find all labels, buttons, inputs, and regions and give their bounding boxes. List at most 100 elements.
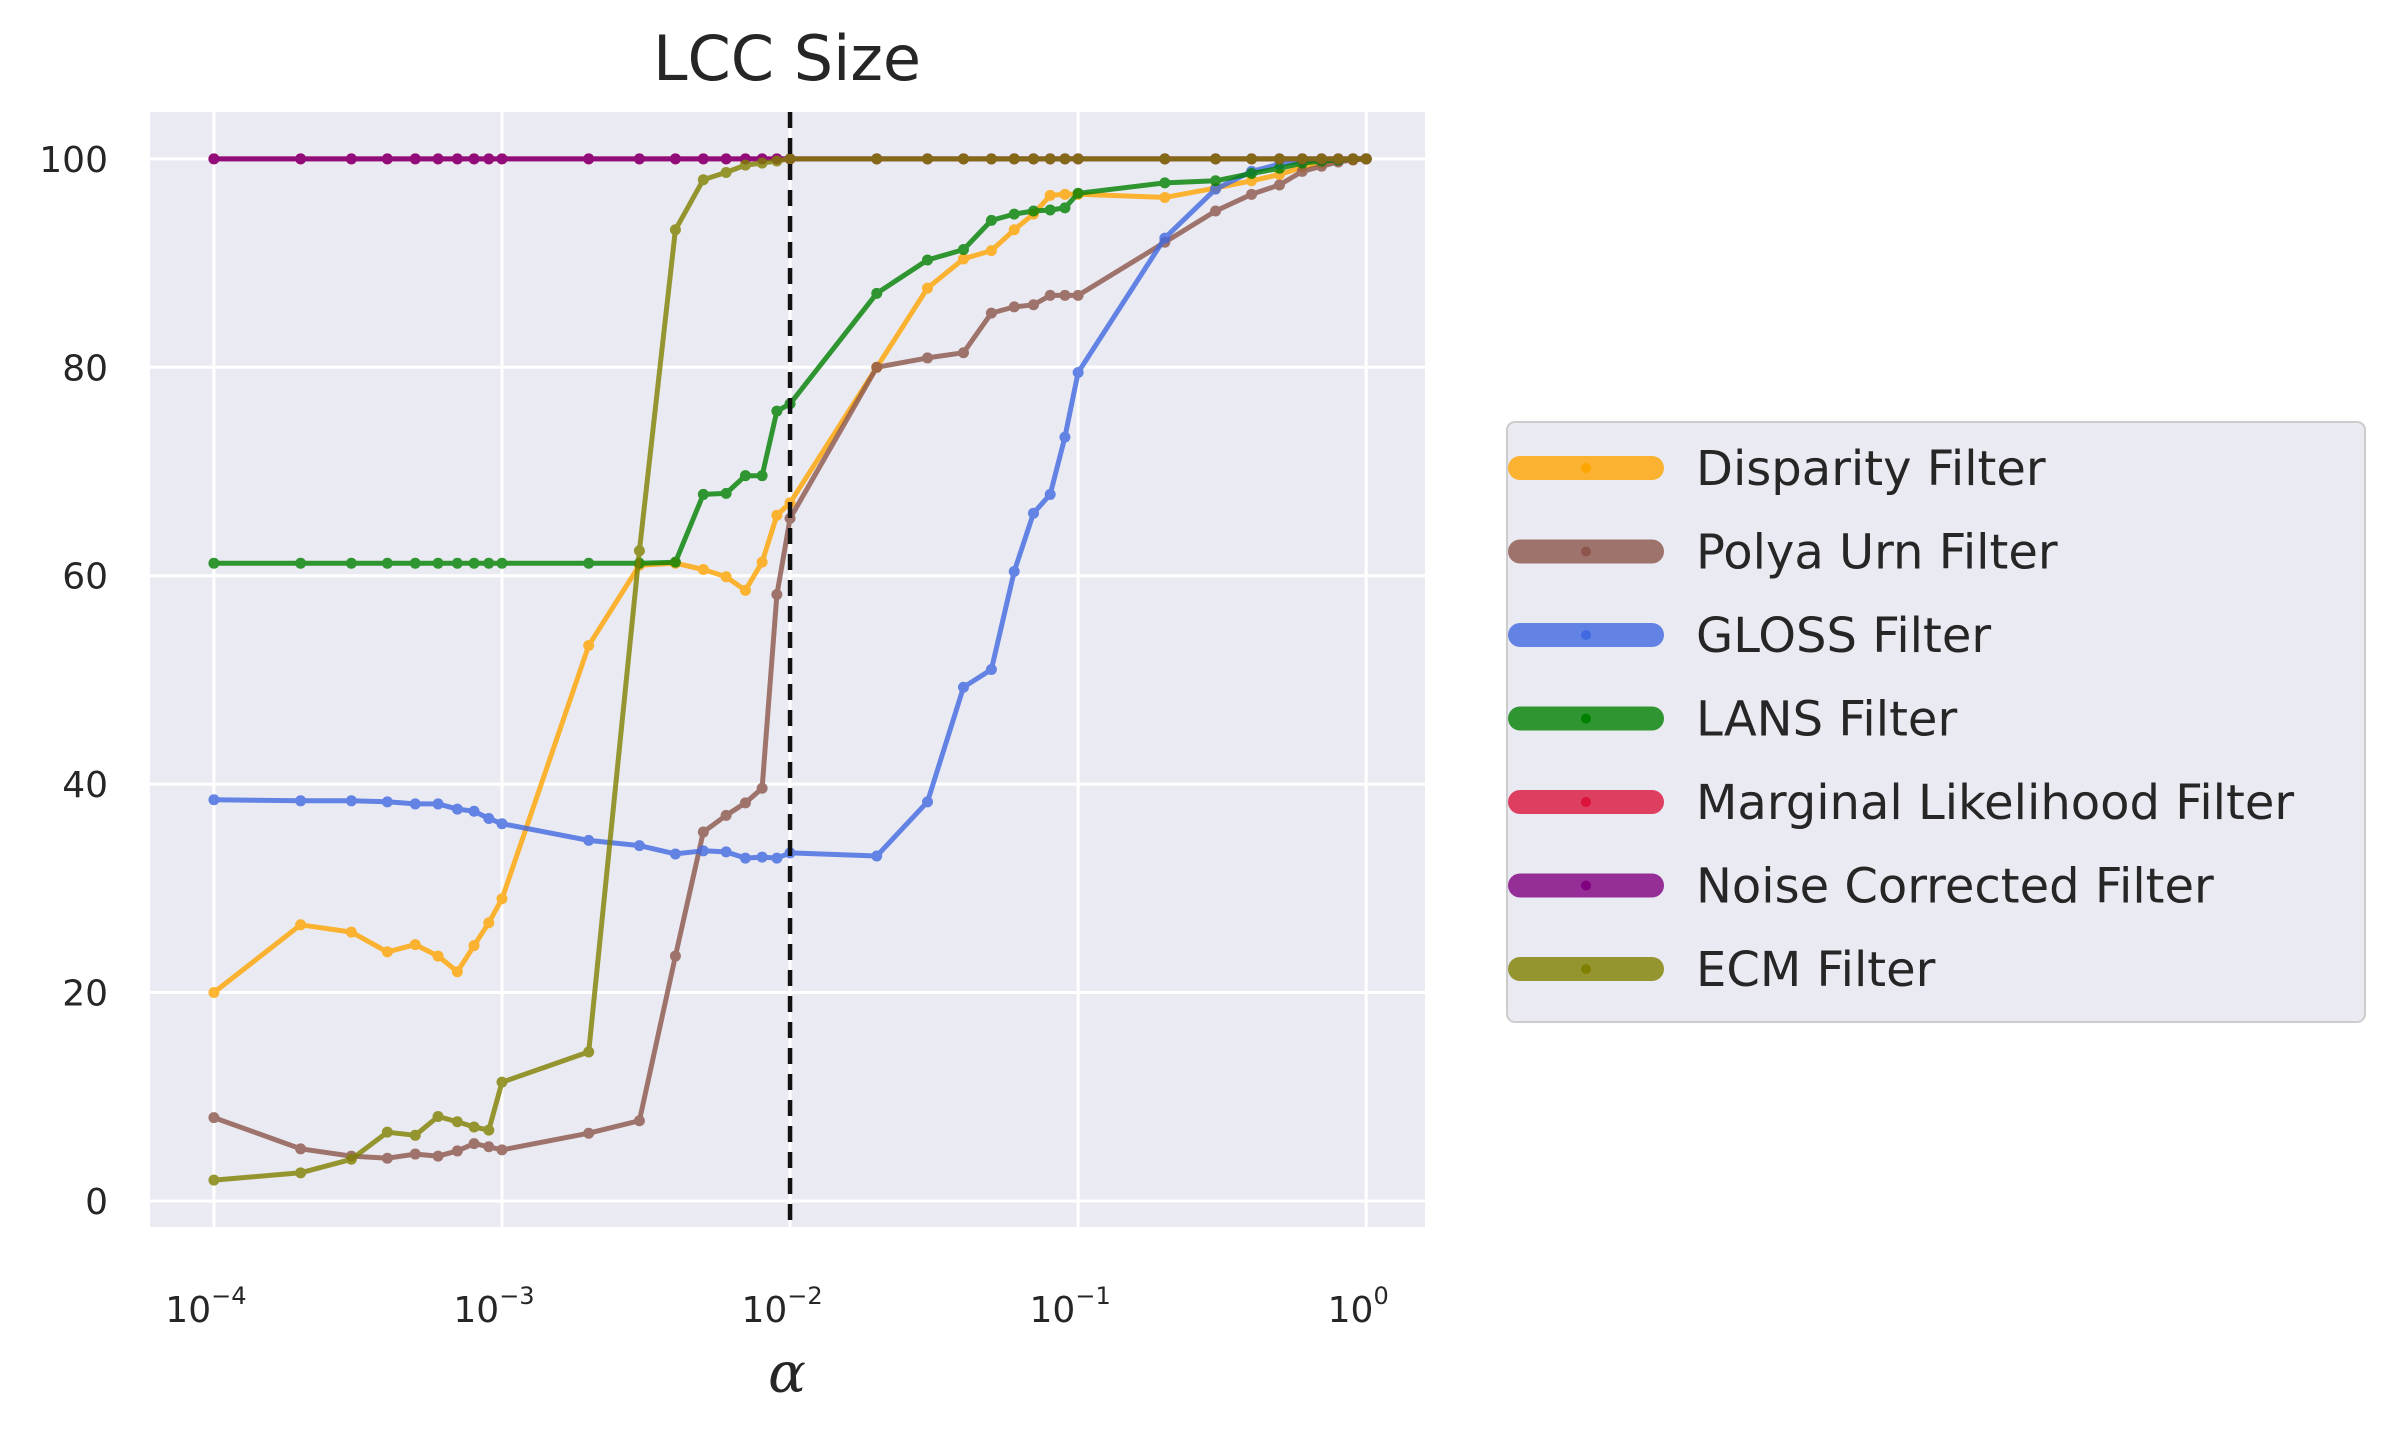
data-point [432, 798, 444, 810]
data-point [409, 939, 421, 951]
data-point [409, 557, 421, 569]
data-point [451, 153, 463, 165]
data-point [1159, 191, 1171, 203]
data-point [583, 1046, 595, 1058]
data-point [1246, 167, 1258, 179]
data-point [1044, 189, 1056, 201]
data-point [739, 159, 751, 171]
data-point [468, 557, 480, 569]
y-tick-labels: 0 20 40 60 80 100 [39, 140, 108, 1223]
data-point [1059, 153, 1071, 165]
data-point [697, 826, 709, 838]
data-point [756, 157, 768, 169]
legend-marker [1581, 713, 1591, 724]
data-point [345, 1153, 357, 1165]
data-point [1273, 179, 1285, 191]
data-point [432, 153, 444, 165]
data-point [1044, 289, 1056, 301]
data-point [1044, 488, 1056, 500]
data-point [208, 1112, 220, 1124]
data-point [985, 245, 997, 257]
data-point [432, 557, 444, 569]
data-point [381, 946, 393, 958]
data-point [921, 153, 933, 165]
data-point [739, 852, 751, 864]
data-point [669, 153, 681, 165]
data-point [985, 153, 997, 165]
data-point [496, 818, 508, 830]
data-point [771, 509, 783, 521]
data-point [1044, 153, 1056, 165]
data-point [1028, 153, 1040, 165]
data-point [208, 1174, 220, 1186]
legend-entry: ECM Filter [1508, 942, 1936, 998]
data-point [496, 1144, 508, 1156]
data-point [697, 153, 709, 165]
data-point [381, 1126, 393, 1138]
data-point [1028, 507, 1040, 519]
data-point [957, 681, 969, 693]
data-point [1316, 153, 1328, 165]
series-ecm-filter [208, 153, 1372, 1186]
data-point [432, 1111, 444, 1123]
data-point [771, 852, 783, 864]
data-point [468, 940, 480, 952]
data-point [669, 848, 681, 860]
data-point [1059, 188, 1071, 200]
data-point [483, 153, 495, 165]
data-point [1028, 205, 1040, 217]
data-point [921, 254, 933, 266]
data-point [468, 1138, 480, 1150]
x-tick-label: 10−1 [1030, 1282, 1111, 1331]
legend-label: LANS Filter [1696, 692, 1957, 748]
data-point [985, 214, 997, 226]
data-point [496, 557, 508, 569]
data-point [720, 846, 732, 858]
data-point [1332, 153, 1344, 165]
legend-label: Disparity Filter [1696, 441, 2046, 497]
data-point [1246, 188, 1258, 200]
data-point [739, 470, 751, 482]
data-point [295, 1143, 307, 1155]
data-point [208, 987, 220, 999]
data-point [756, 851, 768, 863]
data-point [583, 1127, 595, 1139]
legend-entry: Noise Corrected Filter [1508, 859, 2214, 915]
data-point [957, 153, 969, 165]
data-point [208, 794, 220, 806]
data-point [483, 813, 495, 825]
data-point [451, 966, 463, 978]
data-point [409, 153, 421, 165]
data-point [756, 782, 768, 794]
legend-label: Noise Corrected Filter [1696, 859, 2214, 915]
data-point [1008, 566, 1020, 578]
legend-entry: GLOSS Filter [1508, 608, 1991, 664]
y-tick-label: 100 [39, 140, 108, 181]
legend-marker [1581, 797, 1591, 807]
data-point [784, 153, 796, 165]
data-point [1296, 153, 1308, 165]
data-point [432, 1150, 444, 1162]
x-tick-label: 10−3 [453, 1282, 534, 1331]
data-point [496, 153, 508, 165]
data-point [483, 1141, 495, 1153]
data-point [468, 153, 480, 165]
data-point [1347, 153, 1359, 165]
data-point [1273, 162, 1285, 174]
data-point [985, 307, 997, 319]
data-point [871, 287, 883, 299]
x-axis-label: α [768, 1341, 806, 1406]
data-point [409, 798, 421, 810]
data-point [1273, 153, 1285, 165]
data-point [345, 153, 357, 165]
data-point [871, 850, 883, 862]
legend-marker [1581, 463, 1591, 473]
chart-title: LCC Size [653, 22, 921, 95]
data-point [739, 797, 751, 809]
y-tick-label: 60 [62, 557, 108, 598]
legend-label: ECM Filter [1696, 942, 1936, 998]
data-point [1072, 187, 1084, 199]
data-point [381, 557, 393, 569]
x-tick-label: 10−4 [165, 1282, 246, 1331]
